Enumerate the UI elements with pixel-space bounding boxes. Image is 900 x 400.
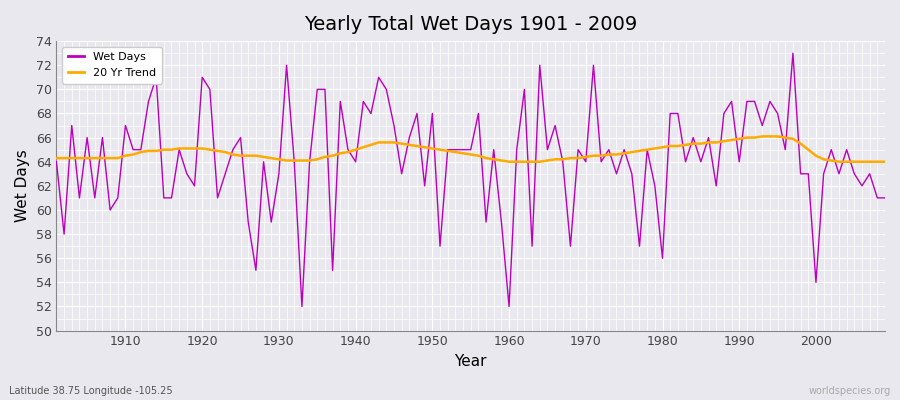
Line: Wet Days: Wet Days [57,53,885,306]
20 Yr Trend [281,158,292,163]
Text: worldspecies.org: worldspecies.org [809,386,891,396]
Wet Days [879,196,890,200]
20 Yr Trend [511,159,522,164]
Wet Days [296,304,307,309]
20 Yr Trend [757,134,768,139]
Y-axis label: Wet Days: Wet Days [15,150,30,222]
Wet Days [281,63,292,68]
20 Yr Trend [879,159,890,164]
20 Yr Trend [51,156,62,160]
X-axis label: Year: Year [454,354,487,369]
Wet Days [335,99,346,104]
Wet Days [112,196,123,200]
20 Yr Trend [112,156,123,160]
Title: Yearly Total Wet Days 1901 - 2009: Yearly Total Wet Days 1901 - 2009 [304,15,637,34]
Wet Days [504,304,515,309]
Wet Days [51,159,62,164]
Wet Days [788,51,798,56]
20 Yr Trend [328,153,338,158]
Legend: Wet Days, 20 Yr Trend: Wet Days, 20 Yr Trend [62,47,162,84]
Wet Days [511,147,522,152]
20 Yr Trend [603,152,614,157]
Text: Latitude 38.75 Longitude -105.25: Latitude 38.75 Longitude -105.25 [9,386,173,396]
Wet Days [603,147,614,152]
Line: 20 Yr Trend: 20 Yr Trend [57,136,885,162]
20 Yr Trend [504,159,515,164]
20 Yr Trend [496,158,507,163]
